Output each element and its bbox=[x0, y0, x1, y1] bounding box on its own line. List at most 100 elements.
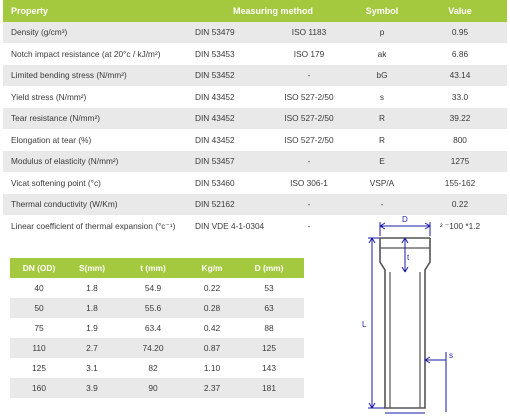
properties-row: Modulus of elasticity (N/mm²) DIN 53457 - E… bbox=[3, 150, 507, 172]
t-cell: 74.20 bbox=[142, 343, 164, 353]
property-cell: Notch impact resistance (at 20°c / kJ/m²… bbox=[11, 48, 161, 59]
label-s: s bbox=[449, 351, 453, 360]
kg-cell: 0.42 bbox=[203, 323, 221, 333]
properties-row: Elongation at tear (%) DIN 43452 ISO 527-2… bbox=[3, 129, 507, 151]
symbol-cell: ak bbox=[377, 48, 387, 59]
value-cell: 800 bbox=[453, 134, 467, 145]
iso-cell: ISO 1183 bbox=[291, 27, 327, 38]
standard-cell: DIN 43452 bbox=[195, 134, 235, 145]
d-cell: 143 bbox=[262, 363, 276, 373]
dn-cell: 125 bbox=[32, 363, 46, 373]
s-cell: 1.8 bbox=[86, 283, 98, 293]
kg-cell: 2.37 bbox=[203, 383, 221, 393]
properties-row: Tear resistance (N/mm²) DIN 43452 ISO 527-… bbox=[3, 107, 507, 129]
properties-row: Thermal conductivity (W/Km) DIN 52162 - - 0.… bbox=[3, 193, 507, 215]
iso-cell: ISO 527-2/50 bbox=[284, 91, 334, 102]
dn-cell: 110 bbox=[32, 343, 46, 353]
symbol-cell: - bbox=[380, 199, 384, 210]
iso-cell: ISO 527-2/50 bbox=[284, 113, 334, 124]
dn-cell: 50 bbox=[34, 303, 44, 313]
standard-cell: DIN 43452 bbox=[195, 91, 235, 102]
dimensions-row: 50 1.8 55.6 0.28 63 bbox=[10, 298, 304, 318]
symbol-cell: p bbox=[379, 27, 385, 38]
value-cell: 1275 bbox=[450, 156, 470, 167]
t-cell: 63.4 bbox=[144, 323, 162, 333]
symbol-cell: VSP/A bbox=[369, 177, 395, 188]
d-cell: 125 bbox=[262, 343, 276, 353]
symbol-cell: E bbox=[379, 156, 385, 167]
header-symbol: Symbol bbox=[365, 5, 399, 16]
symbol-cell: R bbox=[379, 134, 385, 145]
value-cell: 0.95 bbox=[451, 27, 469, 38]
value-cell: 0.22 bbox=[451, 199, 469, 210]
kg-cell: 0.22 bbox=[203, 283, 221, 293]
property-cell: Tear resistance (N/mm²) bbox=[11, 113, 100, 124]
property-cell: Thermal conductivity (W/Km) bbox=[11, 199, 118, 210]
header-s: S(mm) bbox=[78, 263, 106, 273]
t-cell: 55.6 bbox=[144, 303, 162, 313]
iso-cell: - bbox=[307, 70, 311, 81]
dim-top-arrows bbox=[379, 222, 431, 230]
properties-row: Density (g/cm³) DIN 53479 ISO 1183 p 0.95 bbox=[3, 21, 507, 43]
standard-cell: DIN VDE 4-1-0304 bbox=[195, 220, 265, 231]
properties-row: Yield stress (N/mm²) DIN 43452 ISO 527-2/5… bbox=[3, 86, 507, 108]
standard-cell: DIN 53457 bbox=[195, 156, 235, 167]
iso-cell: - bbox=[307, 199, 311, 210]
dimensions-row: 125 3.1 82 1.10 143 bbox=[10, 358, 304, 378]
kg-cell: 0.87 bbox=[203, 343, 221, 353]
property-cell: Limited bending stress (N/mm²) bbox=[11, 70, 127, 81]
standard-cell: DIN 52162 bbox=[195, 199, 235, 210]
iso-cell: - bbox=[307, 220, 311, 231]
t-cell: 90 bbox=[148, 383, 158, 393]
dn-cell: 40 bbox=[34, 283, 44, 293]
property-cell: Modulus of elasticity (N/mm²) bbox=[11, 156, 119, 167]
dimensions-row: 160 3.9 90 2.37 181 bbox=[10, 378, 304, 398]
header-value: Value bbox=[448, 5, 472, 16]
dimensions-header-row: DN (OD) S(mm) t (mm) Kg/m D (mm) bbox=[10, 258, 304, 278]
symbol-cell: s bbox=[379, 91, 385, 102]
dimensions-body: 40 1.8 54.9 0.22 53 50 1.8 55.6 0.28 63 75 1.9 63.4 0… bbox=[10, 278, 304, 398]
dimensions-row: 40 1.8 54.9 0.22 53 bbox=[10, 278, 304, 298]
d-cell: 63 bbox=[264, 303, 274, 313]
header-measuring-method: Measuring method bbox=[232, 5, 313, 16]
iso-cell: ISO 527-2/50 bbox=[284, 134, 334, 145]
pipe-body bbox=[379, 238, 431, 409]
dimension-lines bbox=[368, 222, 447, 414]
symbol-cell: R bbox=[379, 113, 385, 124]
value-cell: 43.14 bbox=[449, 70, 471, 81]
d-cell: 181 bbox=[262, 383, 276, 393]
properties-row: Limited bending stress (N/mm²) DIN 53452 -… bbox=[3, 64, 507, 86]
properties-table: Property Measuring method Symbol Value D… bbox=[3, 0, 507, 237]
header-d: D (mm) bbox=[254, 263, 284, 273]
dn-cell: 160 bbox=[32, 383, 46, 393]
property-cell: Elongation at tear (%) bbox=[11, 134, 92, 145]
kg-cell: 0.28 bbox=[203, 303, 221, 313]
s-cell: 2.7 bbox=[86, 343, 98, 353]
standard-cell: DIN 53452 bbox=[195, 70, 235, 81]
dn-cell: 75 bbox=[34, 323, 44, 333]
standard-cell: DIN 43452 bbox=[195, 113, 235, 124]
header-t: t (mm) bbox=[140, 263, 166, 273]
t-cell: 82 bbox=[148, 363, 158, 373]
value-cell: 155-162 bbox=[444, 177, 476, 188]
properties-row: Vicat softening point (°c) DIN 53460 ISO 3… bbox=[3, 172, 507, 194]
s-cell: 1.8 bbox=[86, 303, 98, 313]
label-l: L bbox=[362, 320, 367, 329]
standard-cell: DIN 53460 bbox=[195, 177, 235, 188]
s-cell: 3.9 bbox=[86, 383, 98, 393]
label-t: t bbox=[407, 253, 410, 262]
property-cell: Density (g/cm³) bbox=[11, 27, 68, 38]
property-cell: Yield stress (N/mm²) bbox=[11, 91, 87, 102]
standard-cell: DIN 53479 bbox=[195, 27, 235, 38]
s-cell: 3.1 bbox=[86, 363, 98, 373]
pipe-diagram: D L t s bbox=[362, 215, 453, 414]
symbol-cell: bG bbox=[376, 70, 388, 81]
d-cell: 88 bbox=[264, 323, 274, 333]
header-property: Property bbox=[11, 5, 49, 16]
value-cell: ² ⁻100 *1.2 bbox=[439, 220, 481, 231]
standard-cell: DIN 53453 bbox=[195, 48, 235, 59]
value-cell: 33.0 bbox=[451, 91, 469, 102]
kg-cell: 1.10 bbox=[203, 363, 221, 373]
iso-cell: ISO 306-1 bbox=[290, 177, 328, 188]
value-cell: 6.86 bbox=[451, 48, 469, 59]
